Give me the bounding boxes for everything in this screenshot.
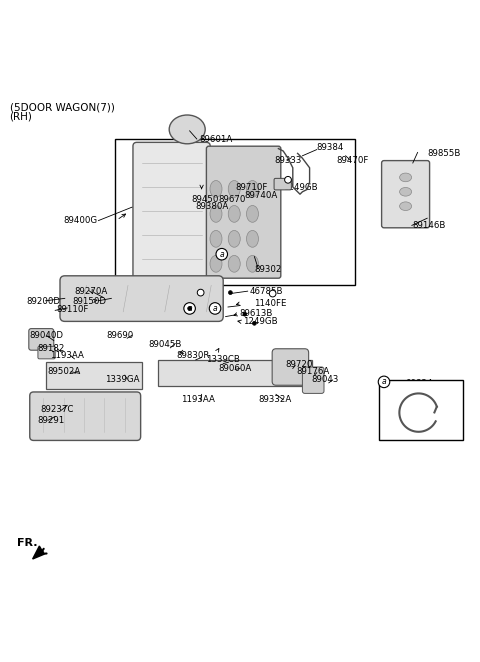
Circle shape — [252, 321, 256, 325]
Text: 1339CB: 1339CB — [206, 355, 240, 364]
Ellipse shape — [399, 187, 411, 196]
Bar — [379, 381, 463, 440]
Ellipse shape — [247, 205, 258, 222]
Text: 89176A: 89176A — [297, 367, 330, 376]
Text: 1339GA: 1339GA — [105, 375, 139, 383]
Ellipse shape — [228, 230, 240, 247]
Text: 89333: 89333 — [275, 156, 302, 165]
Text: 89830R: 89830R — [177, 352, 210, 361]
Text: 00824: 00824 — [406, 379, 433, 389]
Circle shape — [285, 177, 291, 183]
Text: 89040D: 89040D — [30, 331, 64, 340]
Circle shape — [216, 248, 228, 260]
FancyBboxPatch shape — [60, 276, 223, 321]
Ellipse shape — [228, 256, 240, 272]
FancyBboxPatch shape — [38, 346, 55, 359]
Text: 89670: 89670 — [218, 195, 246, 203]
FancyBboxPatch shape — [46, 362, 142, 389]
Circle shape — [184, 303, 195, 314]
Text: 89291: 89291 — [37, 416, 65, 425]
Text: 89045B: 89045B — [149, 340, 182, 349]
Text: 89450: 89450 — [191, 195, 218, 203]
Text: 1249GB: 1249GB — [243, 317, 277, 326]
FancyBboxPatch shape — [133, 142, 210, 279]
Text: 89613B: 89613B — [239, 309, 273, 318]
Ellipse shape — [399, 202, 411, 211]
Text: 89146B: 89146B — [413, 221, 446, 230]
Text: 89110F: 89110F — [57, 305, 89, 314]
Circle shape — [269, 290, 276, 297]
Text: a: a — [213, 304, 217, 313]
Text: 89380A: 89380A — [196, 202, 229, 211]
Text: 89601A: 89601A — [199, 134, 232, 144]
FancyBboxPatch shape — [29, 328, 54, 350]
FancyBboxPatch shape — [302, 367, 324, 393]
FancyBboxPatch shape — [115, 139, 355, 285]
Circle shape — [209, 303, 221, 314]
Text: 89060A: 89060A — [218, 364, 252, 373]
Text: (RH): (RH) — [10, 111, 33, 121]
Text: 1140FE: 1140FE — [254, 299, 287, 308]
Circle shape — [378, 376, 390, 388]
Text: 89270A: 89270A — [74, 287, 108, 296]
Text: FR.: FR. — [17, 538, 37, 548]
Circle shape — [243, 312, 247, 316]
Text: a: a — [187, 304, 192, 313]
Ellipse shape — [247, 230, 258, 247]
Text: a: a — [382, 377, 386, 387]
Ellipse shape — [210, 256, 222, 272]
Circle shape — [228, 291, 232, 295]
Text: 89200D: 89200D — [26, 297, 60, 306]
Ellipse shape — [228, 205, 240, 222]
Text: 1249GB: 1249GB — [283, 183, 318, 191]
FancyBboxPatch shape — [158, 360, 312, 386]
Text: 89720: 89720 — [286, 360, 313, 369]
Text: 89384: 89384 — [317, 143, 344, 152]
FancyBboxPatch shape — [274, 178, 291, 190]
Text: a: a — [219, 250, 224, 259]
Text: 89182: 89182 — [37, 344, 65, 353]
FancyBboxPatch shape — [206, 146, 281, 278]
Text: 46785B: 46785B — [250, 287, 283, 296]
Circle shape — [197, 289, 204, 296]
Ellipse shape — [169, 115, 205, 144]
FancyBboxPatch shape — [382, 161, 430, 228]
FancyBboxPatch shape — [272, 349, 309, 385]
Ellipse shape — [210, 181, 222, 197]
Circle shape — [188, 307, 192, 310]
Ellipse shape — [247, 256, 258, 272]
Text: 89690: 89690 — [107, 331, 134, 340]
Text: 89302: 89302 — [254, 265, 282, 274]
Text: 89043: 89043 — [311, 375, 338, 383]
Ellipse shape — [210, 230, 222, 247]
FancyBboxPatch shape — [30, 392, 141, 440]
Text: 1193AA: 1193AA — [181, 395, 216, 404]
Polygon shape — [33, 546, 44, 559]
Text: 89400G: 89400G — [63, 216, 97, 225]
Text: 89710F: 89710F — [235, 183, 267, 191]
Ellipse shape — [210, 205, 222, 222]
Text: 89237C: 89237C — [41, 405, 74, 414]
Text: (5DOOR WAGON(7)): (5DOOR WAGON(7)) — [10, 103, 114, 113]
Text: 1193AA: 1193AA — [50, 352, 84, 361]
Text: 89470F: 89470F — [336, 156, 368, 165]
Ellipse shape — [228, 181, 240, 197]
Ellipse shape — [247, 181, 258, 197]
Text: 89332A: 89332A — [258, 395, 291, 404]
Text: 89855B: 89855B — [427, 149, 461, 158]
Text: 89740A: 89740A — [245, 191, 278, 200]
Text: 89502A: 89502A — [47, 367, 80, 376]
Text: 89150D: 89150D — [72, 297, 106, 306]
Ellipse shape — [399, 173, 411, 182]
